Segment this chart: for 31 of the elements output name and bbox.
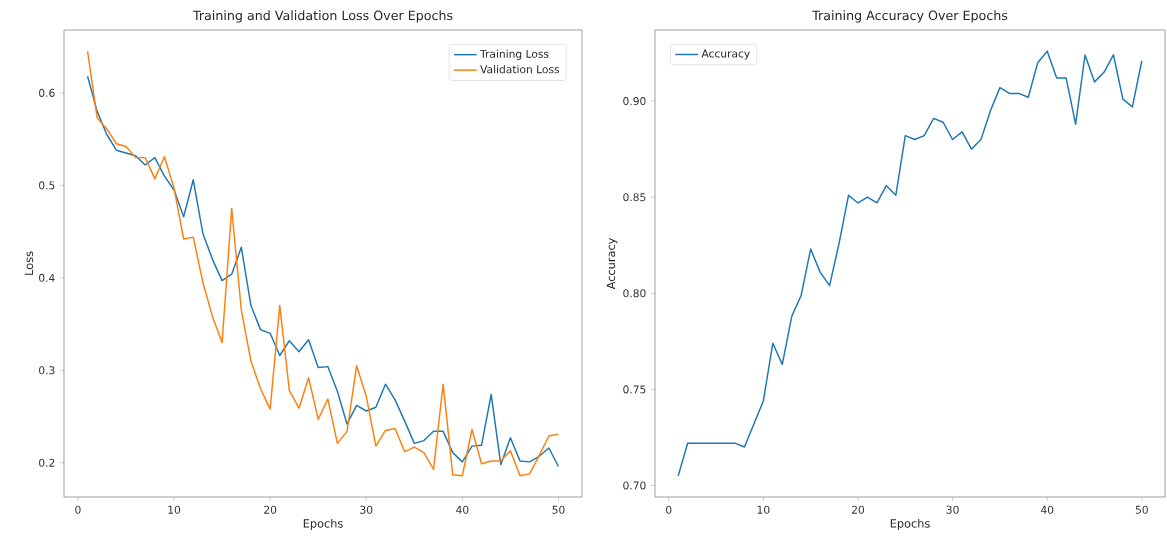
x-tick-label: 10 (757, 505, 770, 514)
legend-label: Validation Loss (480, 65, 560, 74)
y-tick-label: 0.85 (623, 193, 646, 202)
legend-label: Accuracy (701, 49, 750, 60)
x-axis-title: Epochs (303, 518, 343, 530)
y-tick-label: 0.80 (623, 289, 646, 298)
x-tick-label: 0 (75, 505, 81, 514)
y-tick-label: 0.5 (39, 181, 55, 190)
y-axis-title: Loss (24, 251, 34, 275)
x-tick-label: 0 (666, 505, 672, 514)
x-tick-label: 20 (264, 505, 277, 514)
x-axis-title: Epochs (890, 518, 930, 530)
y-axis-title: Accuracy (606, 237, 618, 290)
y-tick-label: 0.2 (39, 458, 55, 467)
y-tick-label: 0.70 (623, 481, 646, 490)
x-tick-label: 50 (552, 505, 565, 514)
y-tick-label: 0.4 (39, 273, 55, 282)
y-tick-label: 0.6 (39, 88, 55, 97)
legend-label: Training Loss (480, 49, 549, 60)
chart-title: Training and Validation Loss Over Epochs (192, 10, 453, 23)
x-tick-label: 40 (456, 505, 469, 514)
y-tick-label: 0.3 (39, 366, 55, 375)
x-tick-label: 20 (851, 505, 865, 514)
x-tick-label: 10 (168, 505, 181, 514)
x-tick-label: 30 (360, 505, 373, 514)
y-tick-label: 0.75 (623, 385, 646, 394)
chart-title: Training Accuracy Over Epochs (812, 10, 1008, 23)
y-tick-label: 0.90 (623, 97, 646, 106)
x-tick-label: 40 (1040, 505, 1054, 514)
x-tick-label: 30 (946, 505, 959, 514)
x-tick-label: 50 (1135, 505, 1148, 514)
